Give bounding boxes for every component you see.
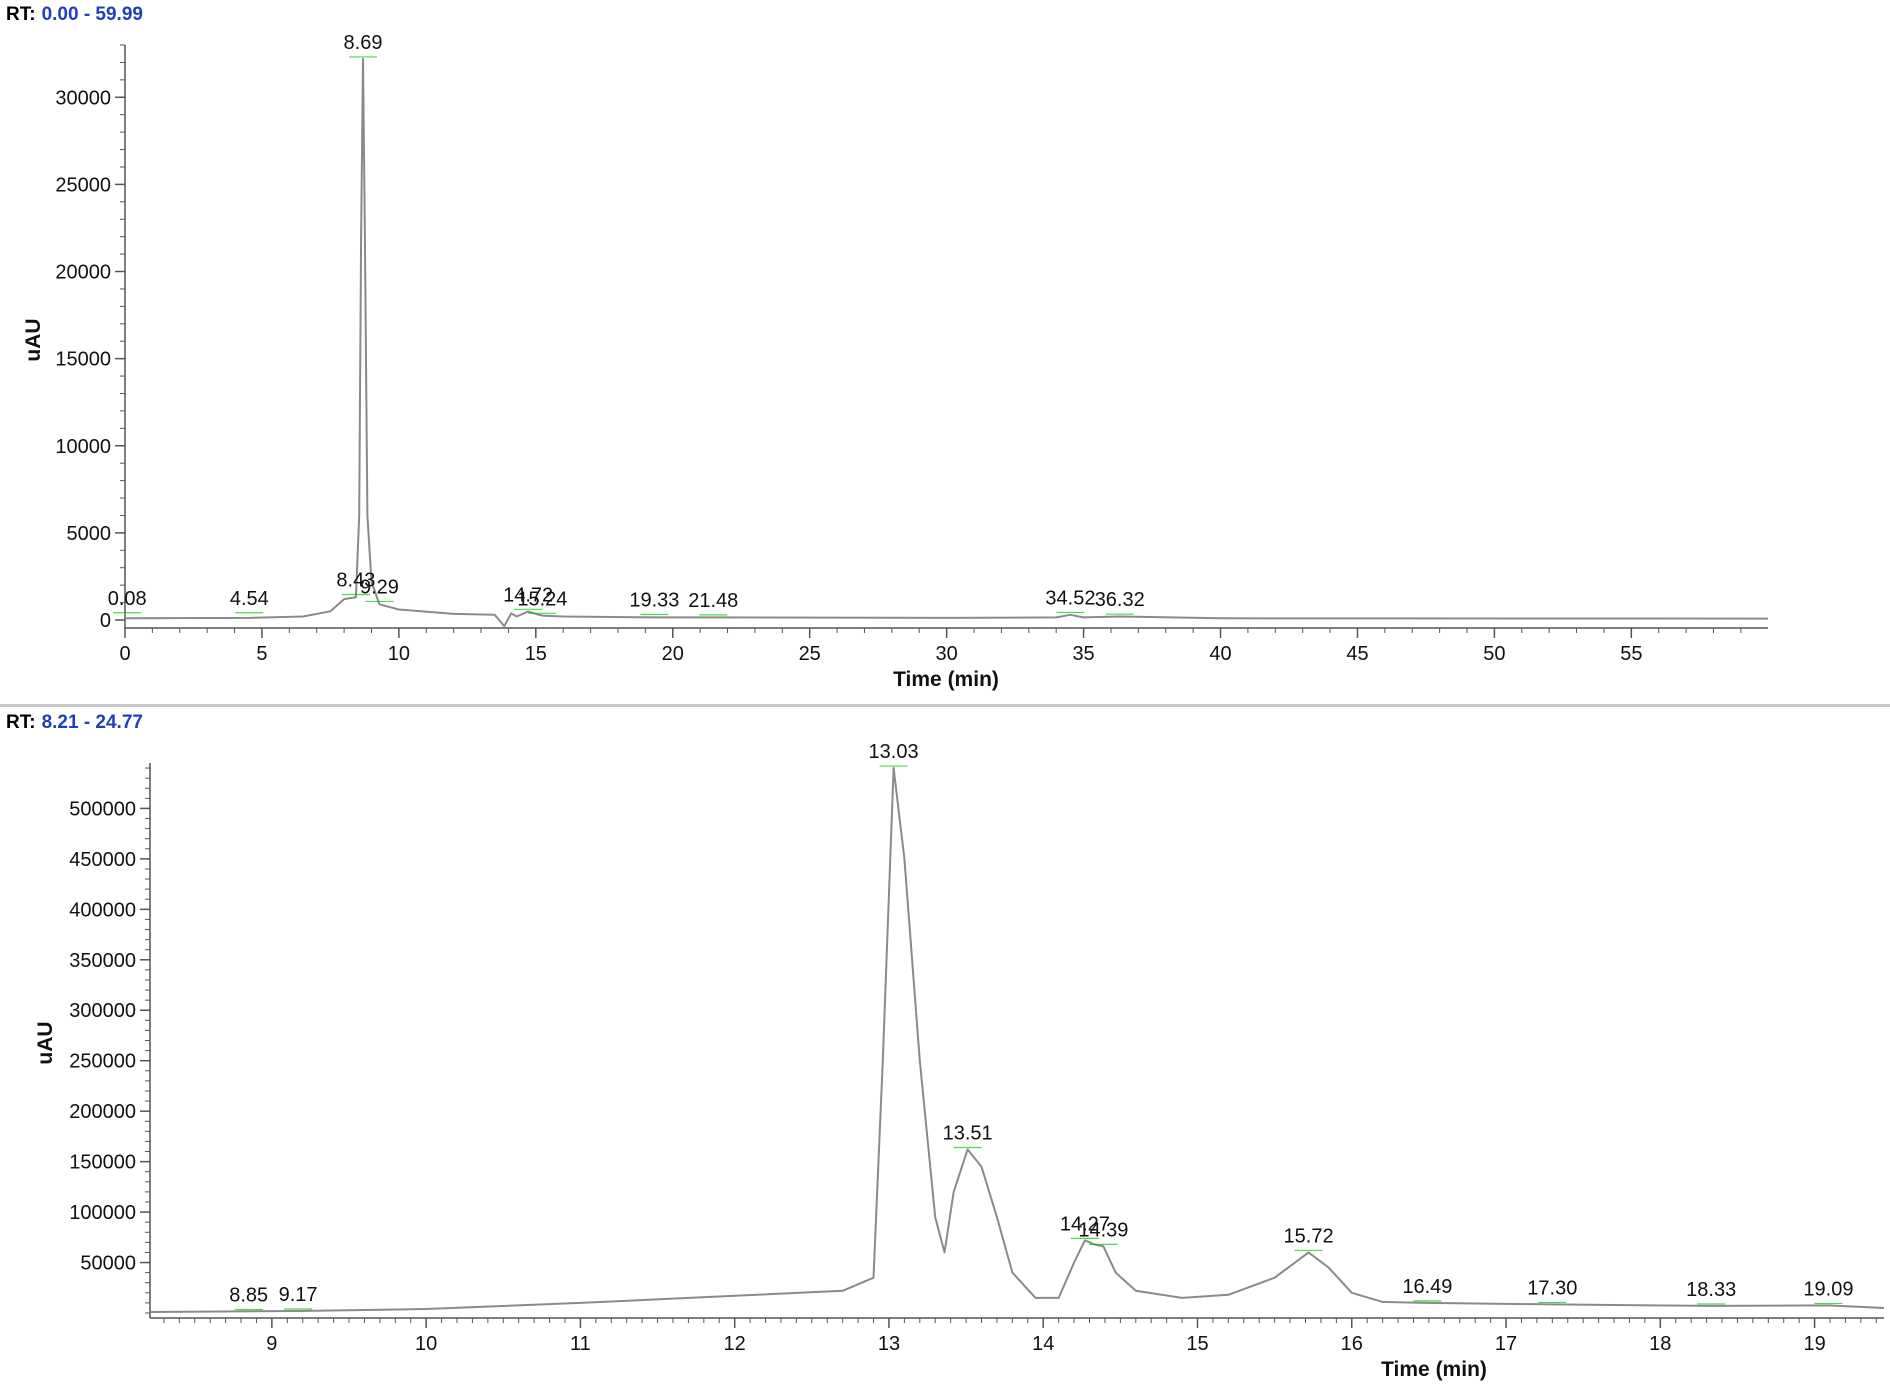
- peak-label: 21.48: [688, 590, 738, 612]
- x-tick-label: 55: [1620, 643, 1642, 665]
- x-tick-label: 17: [1495, 1333, 1517, 1355]
- chromatogram-panel-bottom: RT: 8.21 - 24.77 9 10 11 12 13 14 15 16 17 18 19 500…: [0, 708, 1890, 1397]
- y-tick-label: 450000: [69, 849, 136, 871]
- y-axis-title: uAU: [34, 1021, 57, 1064]
- peak-label: 14.72: [503, 584, 553, 606]
- peak-label: 15.24: [517, 588, 567, 610]
- x-tick-label: 9: [266, 1333, 277, 1355]
- y-tick-label: 100000: [69, 1202, 136, 1224]
- x-tick-label: 30: [936, 643, 958, 665]
- chromatogram-panel-top: RT: 0.00 - 59.99 0 5 10 15 20 25 30 35 40 45 50 55 0 5…: [6, 4, 1769, 691]
- x-tick-label: 5: [256, 643, 267, 665]
- peak-label: 14.39: [1078, 1219, 1128, 1241]
- peak-label: 36.32: [1095, 589, 1145, 611]
- y-tick-label: 300000: [69, 1000, 136, 1022]
- x-tick-label: 18: [1649, 1333, 1671, 1355]
- rt-range-value-top: 0.00 - 59.99: [41, 4, 143, 25]
- peak-label: 9.17: [279, 1284, 318, 1306]
- x-tick-label: 15: [525, 643, 547, 665]
- peak-label: 19.33: [629, 590, 679, 612]
- peak-label: 4.54: [230, 588, 269, 610]
- x-tick-label: 15: [1186, 1333, 1208, 1355]
- y-tick-label: 10000: [55, 436, 111, 458]
- y-tick-label: 200000: [69, 1101, 136, 1123]
- x-tick-label: 25: [799, 643, 821, 665]
- x-axis-title: Time (min): [1381, 1358, 1487, 1381]
- peak-label: 8.85: [229, 1284, 268, 1306]
- rt-label-bottom: RT:: [6, 712, 36, 733]
- peak-label: 14.27: [1060, 1213, 1110, 1235]
- x-tick-label: 0: [119, 643, 130, 665]
- y-tick-label: 250000: [69, 1051, 136, 1073]
- peak-label: 34.52: [1045, 587, 1095, 609]
- y-tick-label: 15000: [55, 349, 111, 371]
- chromatogram-plot-bottom: 9 10 11 12 13 14 15 16 17 18 19 50000 100000 150000 20…: [34, 741, 1885, 1381]
- y-tick-label: 350000: [69, 950, 136, 972]
- x-tick-label: 45: [1346, 643, 1368, 665]
- y-tick-label: 25000: [55, 174, 111, 196]
- peak-label: 8.69: [344, 32, 383, 54]
- chromatogram-plot-top: 0 5 10 15 20 25 30 35 40 45 50 55 0 5000 10000 15000 200…: [22, 32, 1769, 691]
- y-tick-label: 50000: [80, 1253, 136, 1275]
- x-tick-label: 13: [878, 1333, 900, 1355]
- x-tick-label: 35: [1072, 643, 1094, 665]
- x-tick-label: 10: [388, 643, 410, 665]
- rt-range-value-bottom: 8.21 - 24.77: [41, 712, 143, 733]
- peak-label: 13.51: [943, 1123, 993, 1145]
- y-tick-label: 150000: [69, 1152, 136, 1174]
- chromatogram-trace: [124, 57, 1769, 628]
- x-tick-label: 40: [1209, 643, 1231, 665]
- y-tick-label: 30000: [55, 87, 111, 109]
- peak-label: 9.29: [360, 576, 399, 598]
- y-axis-title: uAU: [22, 318, 45, 361]
- panel-divider: [0, 704, 1890, 707]
- x-tick-label: 14: [1032, 1333, 1054, 1355]
- y-tick-label: 500000: [69, 798, 136, 820]
- y-tick-label: 5000: [67, 523, 112, 545]
- x-tick-label: 16: [1341, 1333, 1363, 1355]
- x-tick-label: 19: [1803, 1333, 1825, 1355]
- rt-label-top: RT:: [6, 4, 36, 25]
- x-tick-label: 50: [1483, 643, 1505, 665]
- peak-label: 17.30: [1527, 1277, 1577, 1299]
- y-tick-label: 0: [100, 610, 111, 632]
- rt-range-header-bottom: RT: 8.21 - 24.77: [6, 712, 143, 734]
- peak-label: 16.49: [1402, 1276, 1452, 1298]
- x-tick-label: 12: [724, 1333, 746, 1355]
- x-axis-title: Time (min): [893, 668, 999, 691]
- peak-label: 19.09: [1803, 1278, 1853, 1300]
- rt-range-header-top: RT: 0.00 - 59.99: [6, 4, 143, 26]
- peak-label: 8.43: [336, 569, 375, 591]
- peak-label: 15.72: [1284, 1225, 1334, 1247]
- y-tick-label: 400000: [69, 899, 136, 921]
- chromatogram-trace: [149, 767, 1885, 1313]
- peak-label: 13.03: [869, 741, 919, 763]
- x-tick-label: 11: [570, 1333, 591, 1355]
- peak-label: 18.33: [1686, 1279, 1736, 1301]
- peak-label: 0.08: [108, 588, 147, 610]
- x-tick-label: 10: [415, 1333, 437, 1355]
- y-tick-label: 20000: [55, 262, 111, 284]
- x-tick-label: 20: [662, 643, 684, 665]
